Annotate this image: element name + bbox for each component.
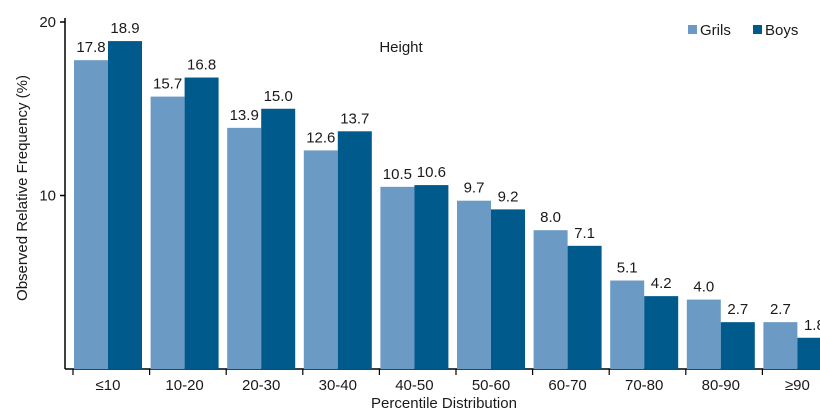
data-label: 13.9	[230, 107, 259, 124]
bar-grils-6	[533, 230, 568, 369]
data-label: 10.6	[417, 164, 446, 181]
data-label: 4.2	[651, 275, 672, 292]
legend-label-grils: Grils	[700, 22, 731, 39]
bar-boys-4	[414, 185, 449, 369]
data-label: 15.7	[153, 76, 182, 93]
data-label: 4.0	[693, 279, 714, 296]
data-label: 17.8	[76, 39, 105, 56]
bar-grils-1	[150, 96, 185, 369]
bar-grils-5	[457, 200, 491, 369]
data-label: 10.5	[383, 166, 412, 183]
bar-grils-3	[303, 150, 338, 369]
legend-swatch-boys	[753, 25, 762, 34]
bar-grils-0	[74, 60, 108, 370]
data-label: 5.1	[617, 260, 638, 277]
legend-swatch-grils	[688, 25, 697, 34]
y-axis-title: Observed Relative Frequency (%)	[14, 75, 31, 301]
legend-label-boys: Boys	[765, 22, 798, 39]
x-tick-label: ≥90	[785, 377, 810, 394]
bar-grils-9	[763, 322, 798, 369]
bars	[74, 41, 820, 370]
x-tick-label: 50-60	[472, 377, 510, 394]
data-label: 9.2	[498, 188, 519, 205]
data-label: 2.7	[727, 301, 748, 318]
data-labels: 17.8 15.7 13.9 12.6 10.5 9.7 8.0 5.1 4.0 2.7 18.9 1…	[76, 20, 820, 334]
bar-boys-7	[644, 296, 679, 369]
y-ticks: 10 20	[39, 14, 65, 205]
y-tick-label: 10	[39, 188, 56, 205]
x-ticks: ≤10 10-20 20-30 30-40 40-50 50-60 60-70 70-80 80…	[72, 369, 810, 394]
bar-boys-1	[184, 77, 219, 370]
chart-title: Height	[379, 39, 423, 56]
bar-boys-5	[491, 209, 525, 369]
bar-boys-2	[261, 108, 296, 369]
x-tick-label: 20-30	[242, 377, 280, 394]
data-label: 16.8	[187, 57, 216, 74]
data-label: 15.0	[264, 88, 293, 105]
data-label: 8.0	[540, 209, 561, 226]
x-tick-label: 30-40	[319, 377, 357, 394]
x-tick-label: 60-70	[548, 377, 586, 394]
bar-grils-7	[610, 280, 645, 369]
bar-boys-6	[567, 245, 602, 369]
legend: Grils Boys	[688, 22, 798, 39]
x-tick-label: 80-90	[702, 377, 740, 394]
x-tick-label: 40-50	[395, 377, 433, 394]
bar-boys-8	[720, 322, 755, 369]
x-tick-label: 10-20	[165, 377, 203, 394]
bar-boys-3	[337, 131, 372, 369]
bar-grils-4	[380, 186, 415, 369]
bar-grils-8	[686, 299, 721, 369]
data-label: 1.8	[804, 317, 820, 334]
data-label: 9.7	[464, 180, 485, 197]
data-label: 12.6	[306, 129, 335, 146]
x-tick-label: 70-80	[625, 377, 663, 394]
data-label: 13.7	[340, 110, 369, 127]
y-tick-label: 20	[39, 14, 56, 31]
data-label: 2.7	[770, 301, 791, 318]
x-axis-title: Percentile Distribution	[371, 395, 517, 412]
bar-boys-9	[797, 337, 820, 369]
bar-grils-2	[227, 127, 262, 370]
bar-boys-0	[108, 41, 142, 370]
data-label: 7.1	[574, 225, 595, 242]
x-tick-label: ≤10	[96, 377, 121, 394]
data-label: 18.9	[110, 20, 139, 37]
